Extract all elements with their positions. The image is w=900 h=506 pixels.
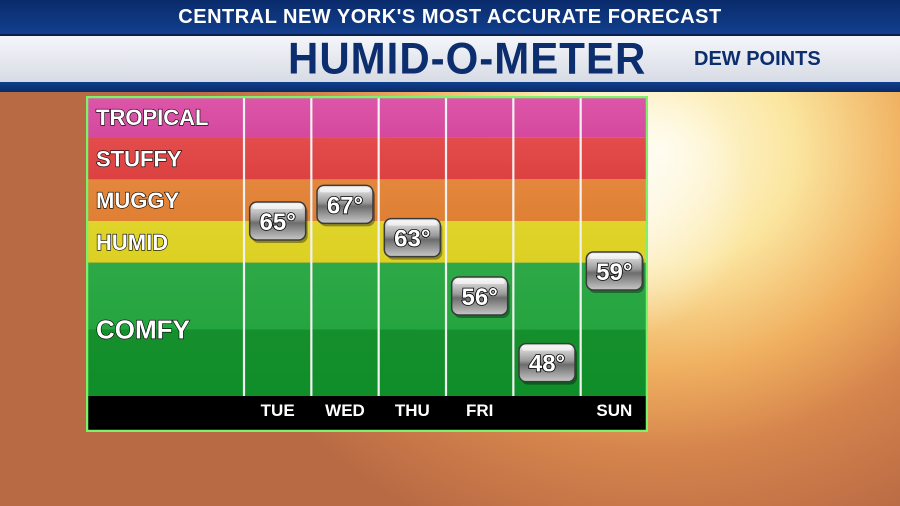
banner-bar: CENTRAL NEW YORK'S MOST ACCURATE FORECAS… — [0, 0, 900, 36]
chart-frame — [85, 95, 649, 433]
data-point-wed: 67° — [316, 184, 375, 227]
badge-body — [383, 217, 442, 258]
data-label-wed: 67° — [327, 192, 363, 219]
page-subtitle: DEW POINTS — [694, 48, 821, 70]
badge-body — [248, 201, 307, 241]
data-label-thu: 63° — [394, 226, 430, 253]
band-label-tropical: TROPICAL — [96, 105, 208, 130]
badge-body — [518, 342, 576, 383]
badge-highlight — [252, 204, 303, 209]
data-point-thu: 63° — [383, 217, 443, 260]
data-label-fri: 56° — [462, 284, 498, 311]
page-title: HUMID-O-METER — [288, 33, 647, 84]
tick-label-tue: TUE — [261, 401, 295, 420]
badge-highlight — [522, 345, 572, 351]
tick-label-fri: FRI — [466, 401, 493, 420]
band-label-stuffy: STUFFY — [96, 147, 182, 172]
chart-svg: TROPICAL STUFFY MUGGY HUMID COMFY TUE WED THU F… — [85, 95, 649, 433]
band-label-muggy: MUGGY — [96, 188, 179, 213]
data-point-sun: 59° — [585, 251, 645, 293]
title-bar — [0, 36, 900, 82]
data-point-sat: 48° — [518, 342, 577, 385]
badge-highlight — [589, 254, 640, 259]
data-label-tue: 65° — [260, 209, 296, 236]
badge-body — [585, 251, 644, 291]
tick-label-thu: THU — [395, 401, 430, 420]
badge-body — [316, 184, 374, 225]
data-label-sat: 48° — [529, 351, 565, 378]
data-point-fri: 56° — [450, 276, 510, 318]
badge-highlight — [320, 187, 370, 193]
day-axis-band — [86, 396, 648, 432]
band-label-humid: HUMID — [96, 230, 168, 255]
tick-label-sun: SUN — [596, 401, 632, 420]
badge-highlight — [387, 220, 438, 226]
title-bar-accent — [0, 82, 900, 92]
band-label-comfy: COMFY — [96, 314, 190, 344]
badge-highlight — [454, 279, 505, 284]
tick-label-wed: WED — [325, 401, 365, 420]
banner-text: CENTRAL NEW YORK'S MOST ACCURATE FORECAS… — [178, 6, 722, 28]
data-point-tue: 65° — [248, 201, 308, 243]
humid-o-meter-chart: TROPICAL STUFFY MUGGY HUMID COMFY TUE WED THU F… — [85, 95, 649, 433]
badge-body — [450, 276, 509, 316]
data-label-sun: 59° — [596, 259, 632, 286]
